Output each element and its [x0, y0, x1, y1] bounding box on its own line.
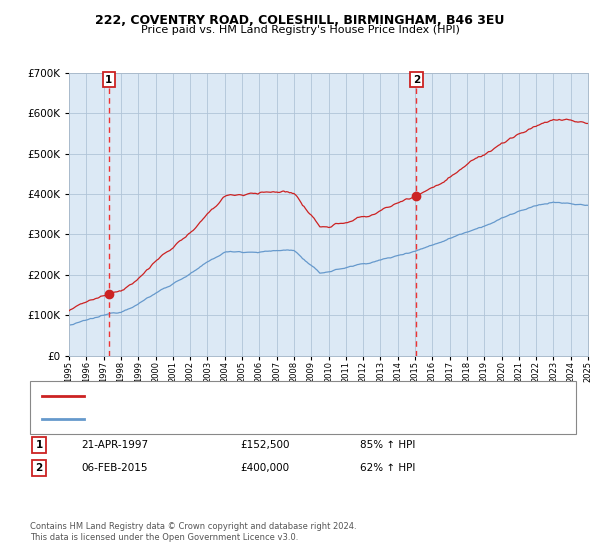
Text: 85% ↑ HPI: 85% ↑ HPI — [360, 440, 415, 450]
Text: This data is licensed under the Open Government Licence v3.0.: This data is licensed under the Open Gov… — [30, 533, 298, 542]
Text: £152,500: £152,500 — [240, 440, 290, 450]
Text: 2: 2 — [35, 463, 43, 473]
Text: 1: 1 — [35, 440, 43, 450]
Text: 21-APR-1997: 21-APR-1997 — [81, 440, 148, 450]
Text: £400,000: £400,000 — [240, 463, 289, 473]
Text: Price paid vs. HM Land Registry's House Price Index (HPI): Price paid vs. HM Land Registry's House … — [140, 25, 460, 35]
Text: 222, COVENTRY ROAD, COLESHILL, BIRMINGHAM, B46 3EU (detached house): 222, COVENTRY ROAD, COLESHILL, BIRMINGHA… — [90, 391, 467, 401]
Text: HPI: Average price, detached house, North Warwickshire: HPI: Average price, detached house, Nort… — [90, 414, 366, 424]
Text: 222, COVENTRY ROAD, COLESHILL, BIRMINGHAM, B46 3EU: 222, COVENTRY ROAD, COLESHILL, BIRMINGHA… — [95, 14, 505, 27]
Text: 1: 1 — [105, 75, 112, 85]
Text: 62% ↑ HPI: 62% ↑ HPI — [360, 463, 415, 473]
Text: 2: 2 — [413, 75, 420, 85]
Text: Contains HM Land Registry data © Crown copyright and database right 2024.: Contains HM Land Registry data © Crown c… — [30, 522, 356, 531]
Text: 06-FEB-2015: 06-FEB-2015 — [81, 463, 148, 473]
